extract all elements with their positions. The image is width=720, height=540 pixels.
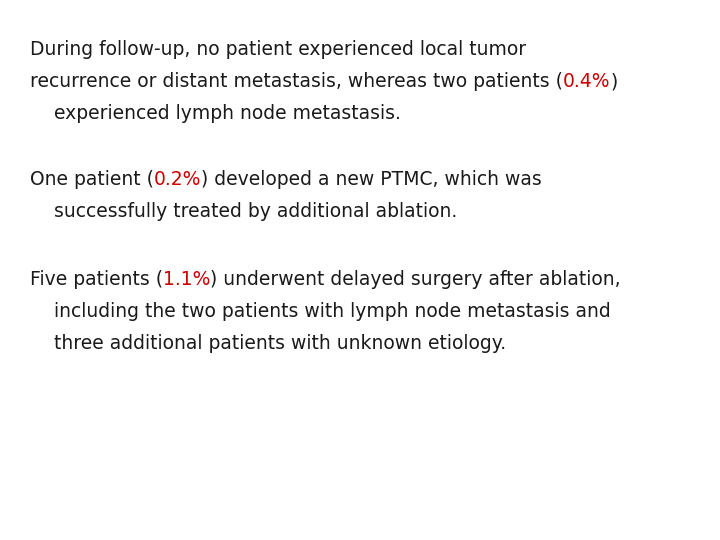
Text: three additional patients with unknown etiology.: three additional patients with unknown e… xyxy=(30,334,506,353)
Text: During follow-up, no patient experienced local tumor: During follow-up, no patient experienced… xyxy=(30,40,526,59)
Text: ) underwent delayed surgery after ablation,: ) underwent delayed surgery after ablati… xyxy=(210,270,621,289)
Text: One patient (: One patient ( xyxy=(30,170,154,189)
Text: ): ) xyxy=(611,72,618,91)
Text: ) developed a new PTMC, which was: ) developed a new PTMC, which was xyxy=(202,170,542,189)
Text: experienced lymph node metastasis.: experienced lymph node metastasis. xyxy=(30,104,401,123)
Text: recurrence or distant metastasis, whereas two patients (: recurrence or distant metastasis, wherea… xyxy=(30,72,563,91)
Text: Five patients (: Five patients ( xyxy=(30,270,163,289)
Text: 1.1%: 1.1% xyxy=(163,270,210,289)
Text: 0.2%: 0.2% xyxy=(154,170,202,189)
Text: including the two patients with lymph node metastasis and: including the two patients with lymph no… xyxy=(30,302,611,321)
Text: 0.4%: 0.4% xyxy=(563,72,611,91)
Text: successfully treated by additional ablation.: successfully treated by additional ablat… xyxy=(30,202,457,221)
